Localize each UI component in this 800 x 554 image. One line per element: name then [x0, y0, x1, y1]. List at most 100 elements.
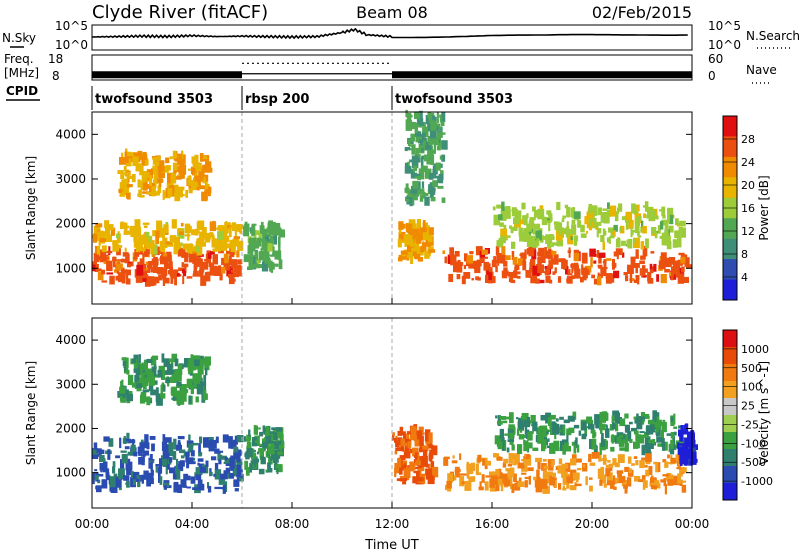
scatter-cell-7: [510, 226, 514, 234]
scatter-cell-4: [415, 460, 421, 466]
scatter-cell-5: [485, 475, 492, 478]
scatter-cell-1: [97, 256, 101, 260]
scatter-cell-5: [470, 462, 476, 471]
scatter-cell-5: [589, 485, 593, 492]
scatter-cell-1: [181, 269, 185, 274]
scatter-cell-6: [508, 278, 512, 282]
scatter-cell-5: [543, 465, 549, 470]
scatter-cell-7: [667, 207, 674, 215]
scatter-cell-5: [557, 465, 563, 474]
scatter-cell-1: [101, 479, 108, 489]
scatter-cell-4: [254, 251, 259, 261]
scatter-cell-7: [661, 240, 667, 245]
scatter-cell-1: [125, 482, 130, 485]
scatter-cell-3: [117, 170, 124, 174]
power-colorbar-label-1: 28: [741, 133, 755, 146]
scatter-cell-5: [422, 232, 429, 241]
scatter-cell-7: [615, 238, 621, 248]
scatter-cell-6: [610, 446, 615, 452]
scatter-cell-5: [478, 486, 484, 491]
scatter-cell-7: [633, 238, 636, 243]
scatter-cell-1: [226, 436, 233, 443]
scatter-cell-4: [399, 444, 404, 451]
scatter-cell-6: [677, 274, 684, 284]
x-tick-label-3: 08:00: [275, 517, 310, 531]
scatter-cell-5: [528, 475, 531, 485]
scatter-cell-7: [548, 221, 551, 232]
scatter-cell-2: [150, 247, 153, 250]
scatter-cell-2: [171, 397, 177, 400]
scatter-cell-8: [441, 140, 448, 150]
scatter-cell-6: [610, 435, 618, 443]
scatter-cell-6: [537, 264, 544, 273]
scatter-cell-3: [246, 448, 253, 458]
scatter-cell-1: [182, 275, 185, 285]
scatter-cell-1: [223, 470, 228, 480]
scatter-cell-6: [500, 254, 506, 264]
scatter-cell-1: [169, 467, 176, 474]
scatter-cell-6: [607, 273, 615, 283]
scatter-cell-6: [530, 415, 536, 424]
scatter-cell-6: [581, 264, 584, 275]
scatter-cell-3: [204, 181, 208, 189]
scatter-cell-1: [143, 263, 146, 270]
scatter-cell-5: [605, 468, 611, 477]
scatter-cell-5: [489, 485, 497, 492]
scatter-cell-7: [606, 237, 610, 243]
scatter-cell-5: [667, 454, 670, 459]
scatter-cell-3: [272, 442, 279, 450]
scatter-cell-8: [418, 168, 425, 180]
scatter-cell-5: [617, 454, 625, 463]
scatter-cell-3: [149, 175, 152, 186]
power-ytick-label-2: 2000: [55, 217, 86, 231]
scatter-cell-6: [566, 278, 573, 283]
scatter-cell-7: [661, 232, 668, 237]
scatter-cell-7: [539, 205, 544, 209]
scatter-cell-3: [251, 437, 258, 447]
velocity-colorbar-swatch-3: [723, 364, 737, 382]
scatter-cell-2: [186, 225, 192, 233]
scatter-cell-1: [225, 259, 229, 270]
scatter-cell-1: [157, 466, 163, 474]
scatter-cell-6: [605, 258, 612, 261]
scatter-cell-5: [558, 483, 562, 490]
scatter-cell-3: [139, 195, 145, 198]
scatter-cell-6: [670, 417, 673, 422]
scatter-cell-7: [610, 227, 614, 233]
scatter-cell-8: [413, 164, 417, 172]
scatter-cell-5: [466, 467, 469, 478]
scatter-cell-7: [664, 222, 669, 234]
scatter-cell-4: [422, 445, 429, 452]
nsky-label: N.Sky: [2, 31, 36, 45]
scatter-cell-2: [157, 223, 162, 227]
scatter-cell-7: [627, 238, 633, 249]
scatter-cell-1: [121, 453, 128, 464]
scatter-cell-3: [246, 434, 252, 441]
scatter-cell-7: [617, 207, 620, 214]
scatter-cell-6: [540, 255, 546, 263]
scatter-cell-6: [491, 259, 497, 267]
scatter-cell-2: [111, 227, 116, 236]
scatter-cell-6: [564, 442, 569, 448]
scatter-cell-4: [264, 241, 268, 247]
scatter-cell-5: [420, 245, 427, 253]
scatter-cell-2: [214, 243, 218, 250]
scatter-cell-6: [606, 279, 609, 283]
scatter-cell-7: [565, 229, 572, 235]
scatter-cell-1: [195, 474, 202, 481]
power-ytick-label-4: 4000: [55, 127, 86, 141]
power-colorbar-swatch-7: [723, 238, 737, 260]
scatter-cell-5: [496, 456, 503, 461]
scatter-cell-7: [537, 208, 545, 220]
scatter-cell-2: [145, 235, 149, 240]
scatter-cell-5: [517, 462, 525, 469]
scatter-cell-5: [585, 476, 588, 486]
scatter-cell-7: [511, 207, 517, 217]
scatter-cell-3: [265, 426, 270, 437]
scatter-cell-1: [206, 271, 211, 276]
velocity-colorbar-swatch-9: [723, 466, 737, 484]
scatter-cell-4: [414, 439, 422, 447]
scatter-cell-2: [139, 377, 145, 388]
scatter-cell-5: [427, 246, 434, 252]
scatter-cell-1: [97, 474, 104, 477]
